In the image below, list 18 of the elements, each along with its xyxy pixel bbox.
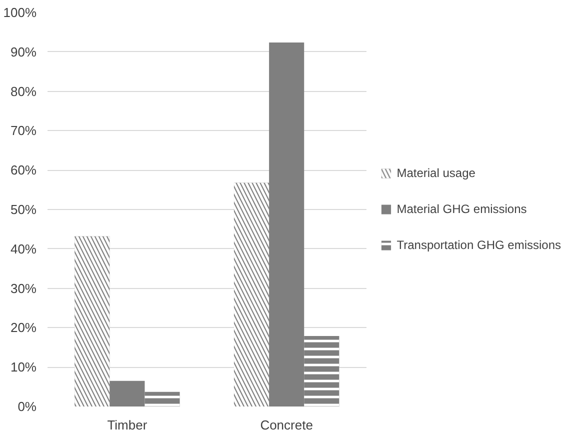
y-tick-label: 30% <box>10 280 37 296</box>
y-tick-label: 20% <box>10 320 37 336</box>
y-tick-label: 80% <box>10 84 37 99</box>
y-tick-label: 70% <box>10 123 37 138</box>
legend-label: Transportation GHG emissions <box>396 238 561 252</box>
y-tick-label: 10% <box>10 360 37 375</box>
y-tick-label: 60% <box>10 162 37 178</box>
y-tick-label: 0% <box>18 399 37 414</box>
legend-label: Material usage <box>396 166 476 180</box>
bar <box>269 42 304 406</box>
y-tick-label: 50% <box>10 202 37 217</box>
y-tick-label: 40% <box>10 241 37 256</box>
bar <box>110 380 145 406</box>
x-tick-label: Concrete <box>260 418 313 432</box>
y-tick-label: 100% <box>3 5 37 20</box>
y-tick-label: 90% <box>10 44 37 60</box>
x-tick-label: Timber <box>107 418 148 432</box>
legend-label: Material GHG emissions <box>396 202 527 216</box>
